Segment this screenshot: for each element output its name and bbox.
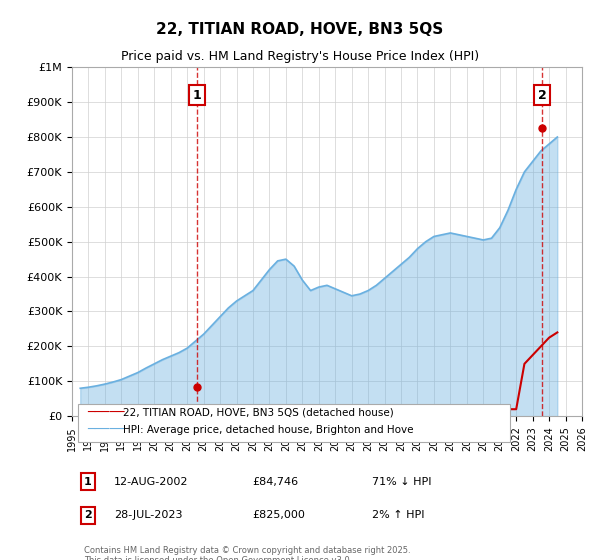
- Text: ─────: ─────: [87, 423, 125, 436]
- Text: 1: 1: [193, 88, 202, 101]
- Text: HPI: Average price, detached house, Brighton and Hove: HPI: Average price, detached house, Brig…: [123, 424, 413, 435]
- Text: ─────: ─────: [87, 406, 125, 419]
- Text: 2% ↑ HPI: 2% ↑ HPI: [372, 510, 425, 520]
- Text: 22, TITIAN ROAD, HOVE, BN3 5QS (detached house): 22, TITIAN ROAD, HOVE, BN3 5QS (detached…: [123, 408, 394, 418]
- Text: 22, TITIAN ROAD, HOVE, BN3 5QS: 22, TITIAN ROAD, HOVE, BN3 5QS: [157, 22, 443, 38]
- Text: 2: 2: [538, 88, 547, 101]
- Text: 12-AUG-2002: 12-AUG-2002: [114, 477, 188, 487]
- Text: 2: 2: [84, 510, 92, 520]
- Text: Contains HM Land Registry data © Crown copyright and database right 2025.
This d: Contains HM Land Registry data © Crown c…: [84, 546, 410, 560]
- Text: Price paid vs. HM Land Registry's House Price Index (HPI): Price paid vs. HM Land Registry's House …: [121, 50, 479, 63]
- Text: 1: 1: [84, 477, 92, 487]
- Text: 71% ↓ HPI: 71% ↓ HPI: [372, 477, 431, 487]
- Text: 28-JUL-2023: 28-JUL-2023: [114, 510, 182, 520]
- Text: £84,746: £84,746: [252, 477, 298, 487]
- Text: £825,000: £825,000: [252, 510, 305, 520]
